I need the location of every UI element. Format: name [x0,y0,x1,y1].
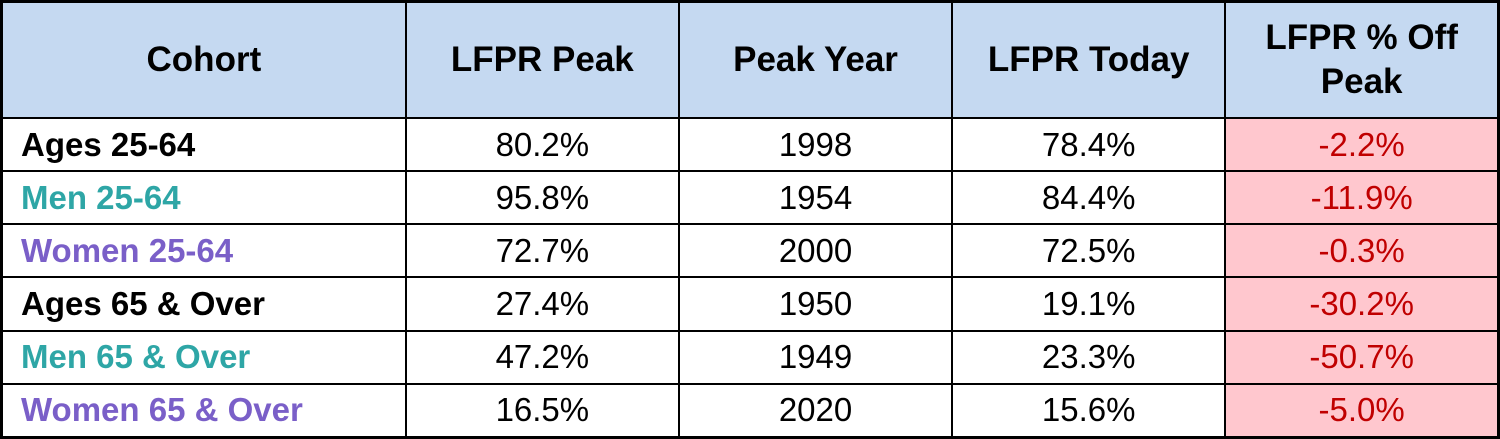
table-row: Ages 65 & Over 27.4% 1950 19.1% -30.2% [0,276,1500,332]
table-row: Women 65 & Over 16.5% 2020 15.6% -5.0% [0,382,1500,439]
value-cell: 72.5% [951,223,1227,279]
header-cell: LFPR Today [951,0,1227,119]
table-row: Women 25-64 72.7% 2000 72.5% -0.3% [0,223,1500,279]
value-cell: 1950 [677,276,954,332]
cohort-cell: Ages 25-64 [0,116,407,173]
value-cell: 15.6% [951,382,1227,439]
value-cell: 23.3% [951,329,1227,385]
cohort-cell: Men 25-64 [0,170,407,226]
cohort-cell: Women 65 & Over [0,382,407,439]
off-peak-cell: -5.0% [1224,382,1500,439]
cohort-cell: Women 25-64 [0,223,407,279]
value-cell: 95.8% [404,170,680,226]
value-cell: 16.5% [404,382,680,439]
header-cell: LFPR % Off Peak [1224,0,1500,119]
header-row: Cohort LFPR Peak Peak Year LFPR Today LFPR %… [0,0,1500,119]
table-row: Ages 25-64 80.2% 1998 78.4% -2.2% [0,116,1500,173]
off-peak-cell: -0.3% [1224,223,1500,279]
value-cell: 2000 [677,223,954,279]
value-cell: 78.4% [951,116,1227,173]
header-cell: Peak Year [677,0,954,119]
value-cell: 27.4% [404,276,680,332]
value-cell: 1949 [677,329,954,385]
table-row: Men 65 & Over 47.2% 1949 23.3% -50.7% [0,329,1500,385]
header-cell: LFPR Peak [404,0,680,119]
value-cell: 47.2% [404,329,680,385]
off-peak-cell: -11.9% [1224,170,1500,226]
table-row: Men 25-64 95.8% 1954 84.4% -11.9% [0,170,1500,226]
header-cell: Cohort [0,0,407,119]
value-cell: 1998 [677,116,954,173]
value-cell: 80.2% [404,116,680,173]
table-body: Ages 25-64 80.2% 1998 78.4% -2.2% Men 25-64 95… [0,116,1500,439]
value-cell: 2020 [677,382,954,439]
value-cell: 19.1% [951,276,1227,332]
off-peak-cell: -30.2% [1224,276,1500,332]
off-peak-cell: -50.7% [1224,329,1500,385]
value-cell: 84.4% [951,170,1227,226]
cohort-cell: Men 65 & Over [0,329,407,385]
cohort-cell: Ages 65 & Over [0,276,407,332]
off-peak-cell: -2.2% [1224,116,1500,173]
value-cell: 72.7% [404,223,680,279]
value-cell: 1954 [677,170,954,226]
